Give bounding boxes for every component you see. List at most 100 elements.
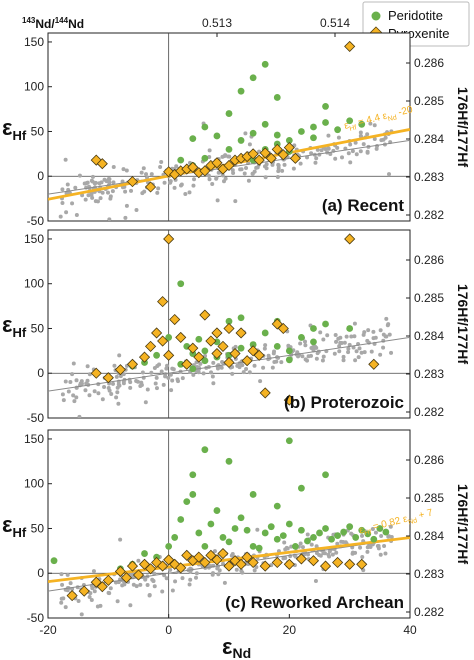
panel-label: (a) Recent xyxy=(322,196,405,215)
background-point xyxy=(382,543,387,548)
right-tick-label: 0.285 xyxy=(414,291,444,305)
background-point xyxy=(378,352,383,357)
peridotite-point xyxy=(334,126,341,134)
background-point xyxy=(92,389,97,394)
peridotite-point xyxy=(249,129,257,137)
background-point xyxy=(141,166,146,171)
background-point xyxy=(176,379,181,384)
background-point xyxy=(379,534,384,539)
peridotite-point xyxy=(249,341,257,348)
background-point xyxy=(117,353,122,358)
background-point xyxy=(168,372,173,377)
background-point xyxy=(121,372,126,377)
background-point xyxy=(123,189,128,194)
background-point xyxy=(321,337,326,342)
background-point xyxy=(98,603,103,608)
peridotite-point xyxy=(201,542,209,550)
background-point xyxy=(139,170,144,175)
pyroxenite-point xyxy=(319,560,332,572)
panel-1: (b) Proterozoic -50 0 50 100 150 0.286 0.285 0.2… xyxy=(2,229,471,425)
background-point xyxy=(92,181,97,186)
peridotite-point xyxy=(328,535,335,543)
background-point xyxy=(107,591,112,596)
background-point xyxy=(71,361,76,366)
y-axis-title: εHf xyxy=(2,115,27,143)
background-point xyxy=(276,169,281,174)
background-point xyxy=(121,167,126,172)
peridotite-point xyxy=(304,537,311,545)
background-point xyxy=(85,364,90,369)
background-point xyxy=(156,186,161,191)
y-tick-label: 50 xyxy=(31,124,45,138)
panel-0: εHf = 4.4 εNd -20(a) Recent-500501001500… xyxy=(2,16,471,228)
pyroxenite-point xyxy=(217,340,229,352)
pyroxenite-point xyxy=(223,560,235,572)
background-point xyxy=(373,335,378,340)
peridotite-point xyxy=(322,103,329,110)
background-point xyxy=(374,146,379,151)
y-tick-label: 0 xyxy=(37,366,44,380)
background-point xyxy=(86,193,91,198)
pyroxenite-point xyxy=(187,161,199,173)
background-point xyxy=(155,190,160,195)
peridotite-point xyxy=(243,526,251,534)
peridotite-point xyxy=(346,523,354,531)
background-point xyxy=(138,582,143,587)
background-point xyxy=(107,388,112,393)
pyroxenite-point xyxy=(211,157,223,169)
background-point xyxy=(313,160,318,165)
pyroxenite-point xyxy=(114,364,126,376)
background-point xyxy=(155,363,160,368)
background-point xyxy=(145,582,150,587)
background-point xyxy=(111,165,116,170)
background-point xyxy=(350,149,355,154)
background-point xyxy=(152,571,157,576)
background-point xyxy=(358,130,363,135)
background-point xyxy=(313,579,318,584)
background-point xyxy=(70,201,75,206)
background-point xyxy=(87,393,92,398)
peridotite-point xyxy=(249,156,257,164)
pyroxenite-point xyxy=(126,176,139,188)
background-point xyxy=(338,340,343,345)
peridotite-point xyxy=(298,484,305,492)
background-point xyxy=(187,190,192,195)
peridotite-point xyxy=(177,360,185,368)
peridotite-point xyxy=(340,528,348,536)
y-axis-title-sub: Hf xyxy=(12,525,26,540)
peridotite-point xyxy=(50,557,58,565)
pyroxenite-point xyxy=(332,556,344,569)
pyroxenite-point xyxy=(253,349,265,361)
background-point xyxy=(369,349,374,354)
pyroxenite-point xyxy=(145,181,157,193)
background-point xyxy=(262,164,267,169)
background-point xyxy=(383,135,388,140)
pyroxenite-point xyxy=(235,327,247,339)
peridotite-point xyxy=(219,534,227,541)
background-point xyxy=(250,171,255,176)
background-point xyxy=(105,190,110,195)
background-point xyxy=(138,383,143,388)
top-tick-label: 0.513 xyxy=(202,16,232,30)
background-point xyxy=(223,176,228,181)
x-tick-label: 0 xyxy=(165,623,172,637)
background-point xyxy=(315,147,320,152)
background-point xyxy=(263,175,268,180)
background-point xyxy=(295,350,300,355)
background-point xyxy=(337,349,342,354)
x-tick-label: -20 xyxy=(39,623,57,637)
background-point xyxy=(100,397,105,402)
background-point xyxy=(116,401,121,406)
background-point xyxy=(352,321,357,326)
background-point xyxy=(180,576,185,581)
right-tick-label: 0.283 xyxy=(414,367,444,381)
pyroxenite-point xyxy=(344,233,356,245)
peridotite-point xyxy=(310,534,317,541)
peridotite-point xyxy=(310,134,317,142)
background-point xyxy=(372,136,377,141)
background-point xyxy=(308,353,313,358)
peridotite-point xyxy=(195,335,203,343)
background-point xyxy=(171,367,176,372)
y-tick-label: -50 xyxy=(27,214,45,228)
background-point xyxy=(74,213,79,218)
